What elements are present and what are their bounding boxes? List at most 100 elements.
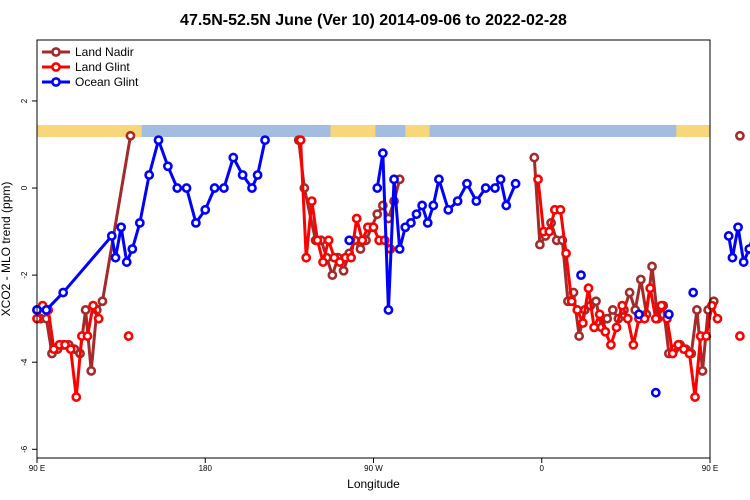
y-axis: -6 -4 -2 0 2	[20, 98, 37, 453]
land-nadir-point	[635, 274, 646, 285]
y-tick-label: 2	[20, 98, 29, 103]
ocean-glint-point	[389, 174, 399, 185]
land-glint-point	[306, 196, 317, 207]
ocean-band	[429, 125, 677, 137]
land-glint-point	[622, 313, 633, 324]
land-glint-point	[600, 326, 611, 337]
land-glint-point	[71, 392, 82, 402]
land-glint-point	[323, 235, 334, 246]
land-glint-point	[589, 322, 599, 333]
land-nadir-point	[338, 265, 349, 276]
y-axis-label: XCO2 - MLO trend (ppm)	[0, 182, 13, 317]
land-glint-point	[735, 331, 745, 341]
ocean-glint-point	[344, 235, 355, 246]
chart-title: 47.5N-52.5N June (Ver 10) 2014-09-06 to …	[180, 12, 567, 29]
ocean-glint-point	[490, 183, 500, 193]
legend-label: Land Glint	[75, 60, 130, 74]
land-nadir-point	[97, 296, 108, 307]
legend-swatch-marker	[51, 62, 61, 72]
land-glint-point	[583, 283, 594, 294]
land-glint-point	[123, 331, 134, 341]
land-glint-point	[656, 300, 667, 311]
ocean-glint-point	[510, 178, 521, 189]
legend-swatch-marker	[51, 47, 61, 57]
ocean-glint-point	[110, 252, 121, 263]
land-glint-point	[301, 252, 312, 263]
ocean-glint-point	[452, 196, 463, 207]
land-glint-point	[617, 300, 628, 311]
land-glint-point	[566, 296, 577, 307]
legend-label: Ocean Glint	[75, 75, 139, 89]
ocean-glint-point	[501, 200, 512, 211]
ocean-glint-point	[723, 231, 734, 241]
ocean-glint-point	[260, 135, 270, 146]
land-glint-point	[544, 226, 555, 237]
land-nadir-point	[574, 331, 585, 341]
land-glint-point	[295, 135, 306, 146]
ocean-glint-point	[394, 244, 405, 254]
ocean-glint-point	[383, 305, 394, 315]
ocean-glint-point	[733, 222, 743, 233]
ocean-glint-point	[219, 183, 229, 193]
ocean-glint-point	[116, 222, 127, 233]
series-ocean-glint	[32, 135, 750, 398]
x-tick-label: 0	[540, 464, 545, 473]
land-nadir-point	[327, 270, 338, 281]
ocean-glint-point	[576, 270, 586, 281]
land-glint-point	[645, 283, 656, 294]
ocean-glint-point	[162, 161, 173, 172]
ocean-glint-point	[172, 183, 183, 193]
plot-background	[37, 40, 710, 458]
land-nadir-point	[534, 239, 545, 250]
land-glint-point	[594, 309, 605, 320]
y-tick-label: -6	[20, 445, 29, 453]
land-glint-point	[312, 235, 323, 246]
x-axis: 90 E 180 90 W 0 90 E	[29, 458, 718, 473]
land-glint-point	[701, 331, 712, 341]
x-tick-label: 90 W	[364, 464, 383, 473]
ocean-band	[375, 125, 406, 137]
ocean-band	[141, 125, 331, 137]
ocean-glint-point	[434, 174, 444, 185]
series-land-glint	[32, 135, 745, 402]
land-nadir-point	[624, 287, 635, 298]
legend-item-land-nadir: Land Nadir	[42, 45, 134, 59]
ocean-glint-point	[417, 200, 428, 211]
y-tick-label: -2	[20, 271, 29, 279]
land-nadir-point	[735, 130, 745, 141]
land-glint-point	[577, 318, 588, 328]
ocean-glint-point	[247, 183, 257, 193]
land-glint-point	[357, 235, 368, 246]
ocean-glint-point	[181, 183, 192, 193]
ocean-glint-point	[191, 217, 201, 228]
x-tick-label: 90 E	[29, 464, 45, 473]
ocean-glint-point	[650, 387, 661, 398]
x-tick-label: 90 E	[702, 464, 718, 473]
land-glint-point	[650, 313, 661, 324]
land-glint-point	[611, 322, 622, 333]
ocean-glint-point	[144, 170, 155, 180]
land-glint-point	[684, 348, 695, 359]
land-glint-point	[93, 313, 104, 324]
ocean-glint-point	[462, 178, 472, 189]
land-nadir-point	[529, 152, 540, 163]
y-tick-label: -4	[20, 358, 29, 366]
land-nadir-point	[692, 305, 702, 315]
ocean-glint-point	[41, 305, 52, 315]
land-nadir-point	[355, 244, 366, 254]
ocean-glint-point	[127, 244, 138, 254]
land-glint-point	[88, 300, 98, 311]
ocean-glint-point	[200, 204, 211, 215]
land-glint-point	[368, 222, 379, 233]
ocean-glint-point	[428, 200, 439, 211]
ocean-glint-point	[372, 183, 383, 193]
series-group	[32, 130, 750, 402]
x-axis-label: Longitude	[347, 477, 400, 491]
land-glint-point	[65, 344, 76, 355]
land-glint-point	[346, 252, 356, 263]
land-nadir-point	[80, 305, 91, 315]
ocean-glint-point	[422, 217, 433, 228]
land-glint-point	[667, 348, 678, 359]
